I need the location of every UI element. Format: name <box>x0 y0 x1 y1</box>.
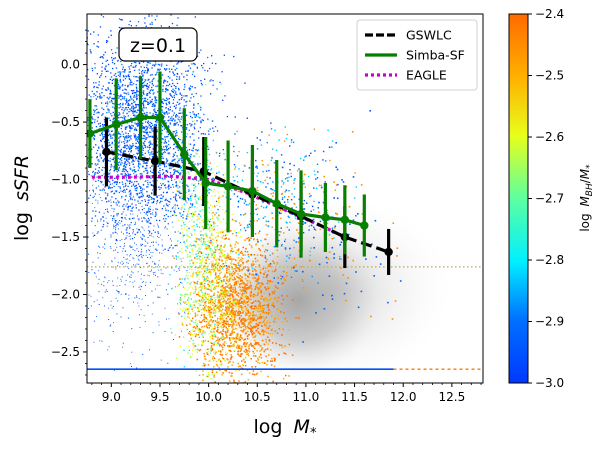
y-axis-ticks: 0.0 −0.5 −1.0 −1.5 −2.0 −2.5 <box>51 29 87 376</box>
x-tick-label: 12.0 <box>390 390 417 404</box>
y-tick-label: −1.0 <box>51 173 80 187</box>
x-tick-label: 9.0 <box>102 390 121 404</box>
y-tick-label: −2.5 <box>51 345 80 359</box>
point-simba-sf <box>272 199 281 208</box>
point-simba-sf <box>223 182 233 191</box>
point-simba-sf <box>321 213 330 222</box>
y-tick-label: −1.5 <box>51 230 80 244</box>
colorbar-tick-label: −2.8 <box>535 253 564 267</box>
x-axis-ticks: 9.0 9.5 10.0 10.5 11.0 11.5 12.0 12.5 <box>91 383 482 404</box>
colorbar-tick-label: −3.0 <box>535 376 564 390</box>
y-axis-title-italic: sSFR <box>11 155 33 201</box>
colorbar-ticks: −3.0 −2.9 −2.8 −2.7 −2.6 −2.5 −2.4 <box>528 7 564 390</box>
plot-frame <box>86 13 484 384</box>
x-tick-label: 10.5 <box>244 390 271 404</box>
colorbar-tick-label: −2.7 <box>535 192 564 206</box>
colorbar-tick-label: −2.5 <box>535 69 564 83</box>
x-axis-title: log M* <box>254 416 317 441</box>
point-simba-sf <box>201 178 210 188</box>
y-axis-title-prefix: log <box>11 212 33 241</box>
colorbar-tick-label: −2.9 <box>535 315 564 329</box>
point-simba-sf <box>248 186 257 196</box>
x-axis-title-prefix: log <box>254 416 283 438</box>
scatter-points <box>169 83 234 383</box>
point-gswlc <box>102 147 111 157</box>
redshift-label: z=0.1 <box>130 35 186 57</box>
x-tick-label: 11.0 <box>293 390 320 404</box>
colorbar-tick-label: −2.4 <box>535 7 564 21</box>
colorbar: −3.0−2.9−2.8−2.7−2.6−2.5−2.4 log MBH/M* <box>508 7 595 390</box>
legend-label-eagle: EAGLE <box>406 68 447 83</box>
point-simba-sf <box>180 150 189 159</box>
point-simba-sf <box>155 113 165 122</box>
y-tick-label: −2.0 <box>51 287 80 301</box>
colorbar-title-symbol2: M <box>578 168 592 179</box>
point-gswlc <box>150 156 160 166</box>
y-tick-label: −0.5 <box>51 115 80 129</box>
point-simba-sf <box>296 209 306 219</box>
x-axis-title-sub: * <box>310 426 317 441</box>
x-tick-label: 10.0 <box>195 390 222 404</box>
scatter-points <box>200 117 357 293</box>
colorbar-title-prefix: log <box>578 213 592 231</box>
colorbar-gradient <box>508 13 529 384</box>
scatter-points <box>179 173 259 376</box>
colorbar-tick-label: −2.6 <box>535 130 564 144</box>
redshift-annotation: z=0.1 <box>118 27 198 62</box>
legend-label-gswlc: GSWLC <box>406 28 452 43</box>
colorbar-title-sub2: * <box>585 164 595 169</box>
x-tick-label: 12.5 <box>439 390 466 404</box>
point-simba-sf <box>340 215 350 224</box>
legend-box <box>356 19 478 91</box>
point-simba-sf <box>87 129 95 138</box>
colorbar-title-mid: / <box>578 178 592 183</box>
legend: GSWLC Simba-SF EAGLE <box>356 19 478 91</box>
y-axis-title: log sSFR <box>11 155 33 241</box>
point-simba-sf <box>136 113 145 122</box>
x-axis-title-symbol: M <box>294 416 310 438</box>
y-tick-label: 0.0 <box>61 58 80 72</box>
series-simba-sf <box>87 71 369 258</box>
point-gswlc <box>384 247 393 257</box>
series-layer <box>87 71 393 275</box>
point-simba-sf <box>111 120 121 129</box>
x-tick-label: 11.5 <box>341 390 368 404</box>
colorbar-title: log MBH/M* <box>578 164 595 232</box>
legend-label-simba-sf: Simba-SF <box>406 48 465 63</box>
point-simba-sf <box>360 221 369 230</box>
colorbar-title-sub1: BH <box>585 183 595 196</box>
colorbar-title-symbol: M <box>578 196 592 207</box>
x-tick-label: 9.5 <box>150 390 169 404</box>
